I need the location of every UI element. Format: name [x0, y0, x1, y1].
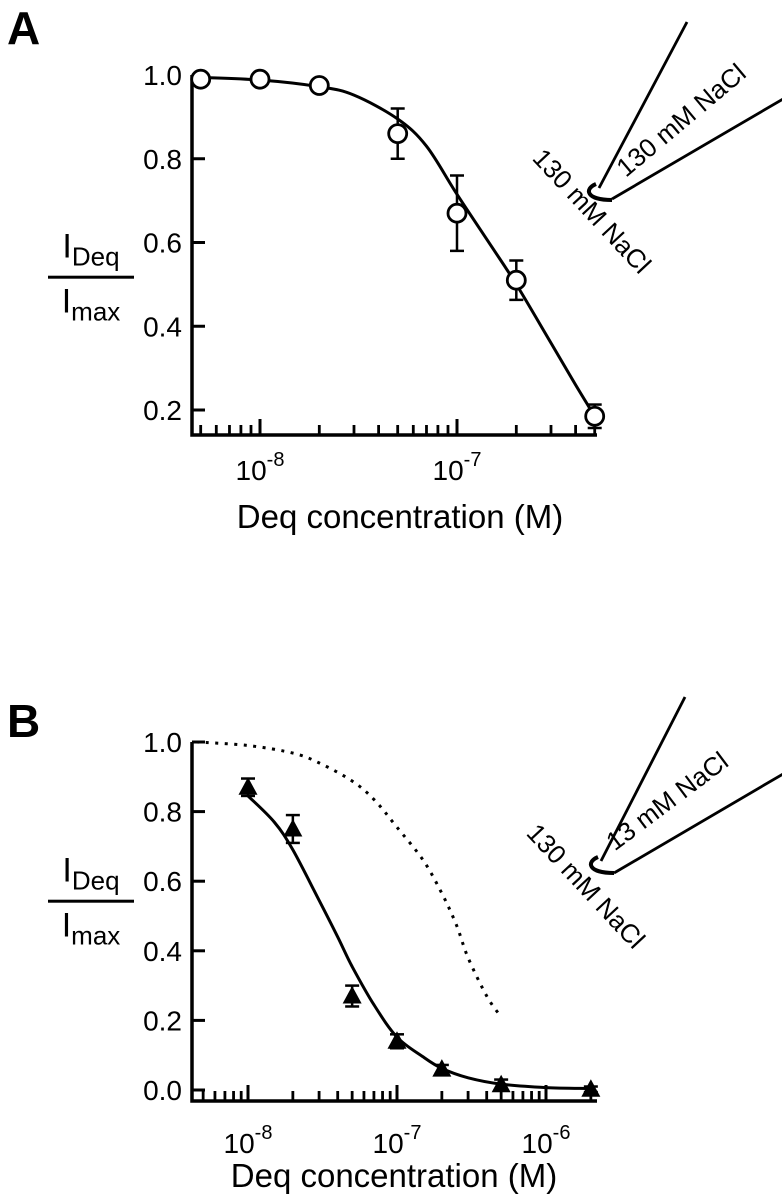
- triangle-marker: [342, 986, 362, 1004]
- y-tick-label: 0.6: [143, 866, 182, 897]
- triangle-marker: [581, 1079, 601, 1097]
- y-axis-ticks: 1.0 0.8 0.6 0.4 0.2: [143, 60, 205, 426]
- y-label-denominator: Imax: [61, 282, 121, 327]
- pipette-barrel-line: [611, 97, 782, 201]
- data-points: [238, 777, 601, 1097]
- panel-b-letter: B: [7, 695, 41, 747]
- fit-curve-dashed: [196, 740, 503, 1018]
- triangle-marker: [491, 1074, 511, 1093]
- x-axis-ticks: 10-8 10-7 10-6: [201, 1085, 593, 1159]
- triangle-marker: [238, 777, 258, 795]
- data-points: [190, 68, 606, 427]
- x-axis-ticks: 10-8 10-7: [199, 419, 597, 486]
- panel-a-y-axis-label: IDeq Imax: [48, 227, 134, 327]
- triangle-marker: [283, 819, 303, 837]
- axes: [190, 742, 597, 1103]
- panel-a-letter: A: [7, 2, 41, 54]
- panel-b-chart: 1.0 0.8 0.6 0.4 0.2 0.0 10-8 10-7 10-6: [143, 696, 782, 1159]
- panel-a-chart: 1.0 0.8 0.6 0.4 0.2 10-8 10-7: [143, 21, 782, 486]
- open-circle-marker: [249, 68, 271, 90]
- y-tick-label: 0.4: [143, 311, 182, 342]
- fraction-bar: [48, 899, 134, 903]
- x-tick-label: 10-7: [373, 1122, 422, 1159]
- x-tick-label: 10-6: [522, 1122, 571, 1159]
- open-circle-marker: [308, 75, 330, 96]
- panel-a-x-axis-title: Deq concentration (M): [236, 498, 564, 535]
- y-tick-label: 0.8: [143, 797, 182, 828]
- open-circle-marker: [387, 123, 409, 145]
- axes: [190, 75, 597, 437]
- fraction-bar: [48, 275, 134, 279]
- error-bars: [390, 107, 602, 430]
- pipette-barrel-line: [613, 772, 782, 875]
- y-tick-label: 1.0: [143, 727, 182, 758]
- y-tick-label: 1.0: [143, 60, 182, 91]
- pipette-barrel-line: [599, 696, 687, 862]
- y-tick-label: 0.2: [143, 395, 182, 426]
- y-tick-label: 0.6: [143, 228, 182, 259]
- y-label-numerator: IDeq: [62, 227, 120, 272]
- y-tick-label: 0.2: [143, 1005, 182, 1036]
- y-axis-ticks: 1.0 0.8 0.6 0.4 0.2 0.0: [143, 727, 205, 1106]
- pipette-illustration: [587, 21, 782, 202]
- x-tick-label: 10-7: [433, 449, 482, 486]
- pipette-illustration: [589, 696, 782, 875]
- open-circle-marker: [190, 68, 212, 90]
- pipette-tip-arc: [587, 182, 613, 202]
- panel-b-x-axis-title: Deq concentration (M): [230, 1157, 558, 1194]
- panel-b-y-axis-label: IDeq Imax: [48, 851, 134, 951]
- pipette-barrel-line: [597, 21, 689, 189]
- x-tick-label: 10-8: [236, 449, 285, 486]
- y-label-numerator: IDeq: [62, 851, 120, 896]
- y-tick-label: 0.0: [143, 1075, 182, 1106]
- y-tick-label: 0.4: [143, 936, 182, 967]
- x-tick-label: 10-8: [224, 1122, 273, 1159]
- open-circle-marker: [584, 405, 606, 427]
- pipette-tip-arc: [589, 855, 615, 875]
- open-circle-marker: [505, 269, 527, 291]
- y-label-denominator: Imax: [61, 906, 121, 951]
- triangle-marker: [387, 1031, 407, 1049]
- open-circle-marker: [446, 202, 468, 224]
- triangle-marker: [432, 1059, 452, 1077]
- y-tick-label: 0.8: [143, 144, 182, 175]
